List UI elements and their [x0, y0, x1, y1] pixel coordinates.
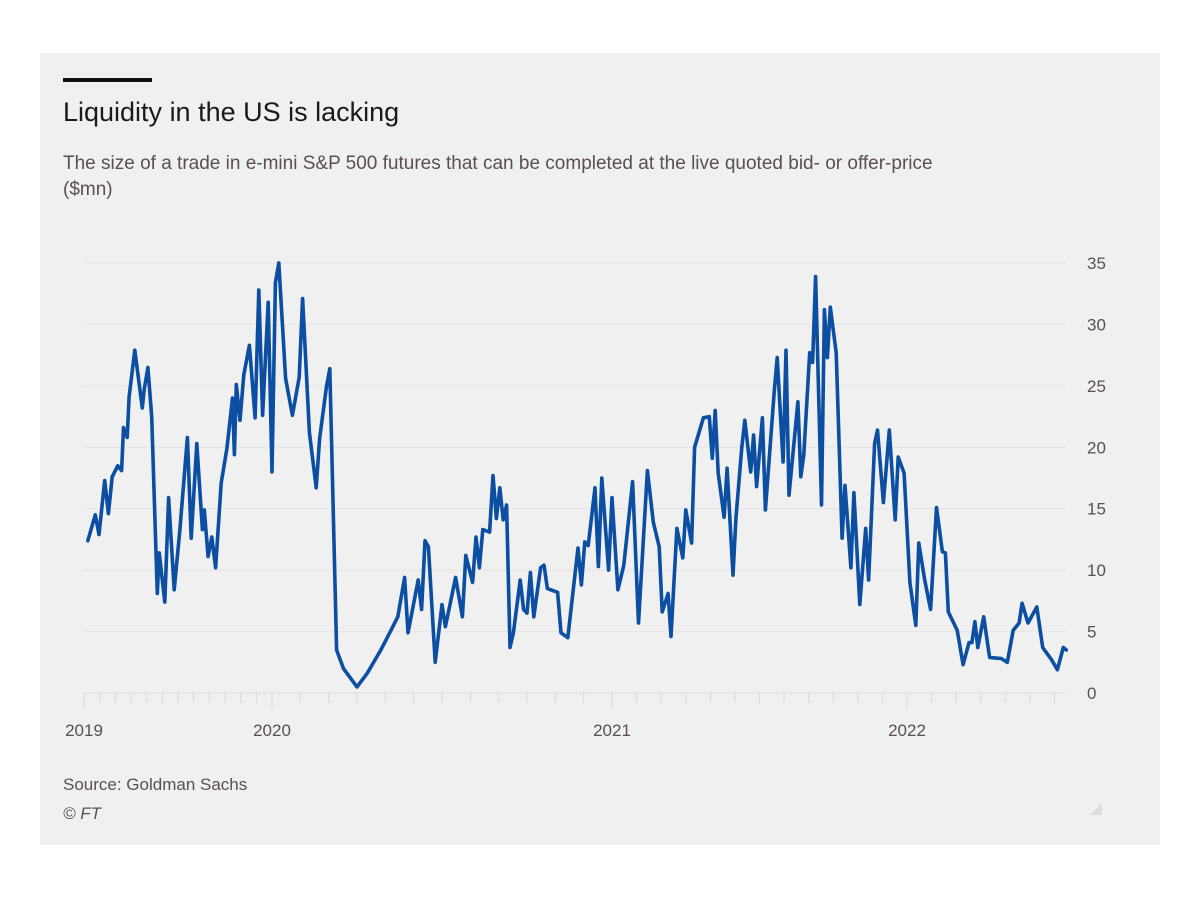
y-tick-label: 30 [1087, 315, 1106, 334]
x-tick-label: 2021 [593, 721, 631, 740]
chart-title: Liquidity in the US is lacking [63, 97, 400, 127]
title-accent-bar [63, 78, 152, 82]
x-tick-label: 2020 [253, 721, 291, 740]
gridlines [84, 262, 1066, 694]
y-tick-label: 15 [1087, 500, 1106, 519]
resize-handle-icon[interactable] [1090, 803, 1102, 815]
series-line [86, 261, 1069, 689]
source-note: Source: Goldman Sachs [63, 775, 248, 794]
y-tick-label: 10 [1087, 561, 1106, 580]
x-tick-label: 2019 [65, 721, 103, 740]
y-axis: 0 5 10 15 20 25 30 35 [1087, 254, 1106, 703]
chart-subtitle: The size of a trade in e-mini S&P 500 fu… [63, 153, 933, 200]
y-tick-label: 0 [1087, 684, 1096, 703]
x-axis: 2019 2020 2021 2022 [65, 693, 1055, 740]
y-tick-label: 5 [1087, 623, 1096, 642]
y-tick-label: 35 [1087, 254, 1106, 273]
y-tick-label: 20 [1087, 438, 1106, 457]
x-tick-label: 2022 [888, 721, 926, 740]
ft-credit: © FT [63, 804, 102, 823]
y-tick-label: 25 [1087, 377, 1106, 396]
